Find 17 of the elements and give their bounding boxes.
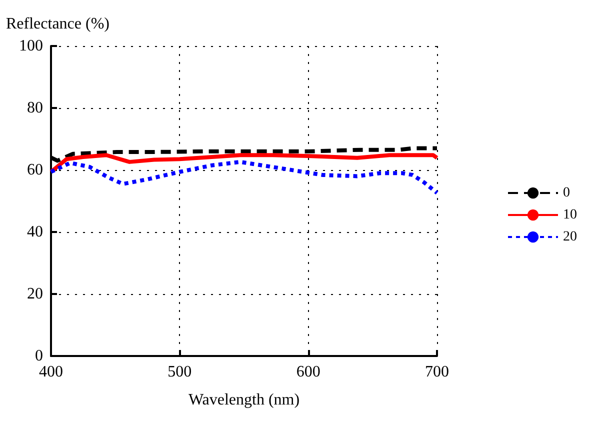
y-tick-label: 0 — [35, 348, 43, 364]
y-tick-label: 60 — [27, 162, 43, 178]
y-tick-label: 80 — [27, 100, 43, 116]
x-tick-label: 600 — [296, 364, 320, 380]
y-tick-label: 20 — [27, 286, 43, 302]
y-tick-label: 40 — [27, 224, 43, 240]
legend-label: 20 — [563, 230, 577, 244]
x-axis-title: Wavelength (nm) — [188, 392, 300, 408]
legend-label: 10 — [563, 208, 577, 222]
x-tick-label: 700 — [425, 364, 449, 380]
line-series — [49, 153, 439, 174]
x-tick-label: 500 — [168, 364, 192, 380]
legend-label: 0 — [563, 186, 570, 200]
line-series — [49, 160, 439, 195]
y-tick-label: 100 — [19, 38, 43, 54]
x-tick-label: 400 — [39, 364, 63, 380]
y-axis-title: Reflectance (%) — [6, 16, 110, 32]
